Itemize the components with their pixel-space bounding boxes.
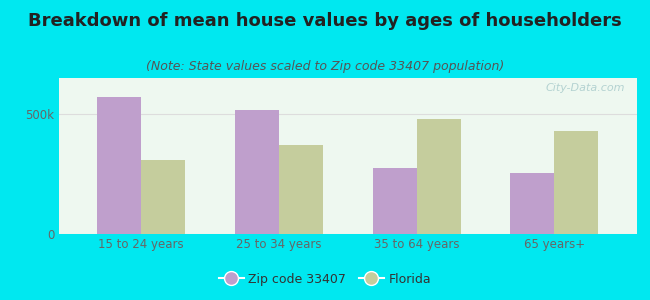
Bar <box>417 119 461 234</box>
Bar <box>279 145 323 234</box>
Bar <box>510 173 554 234</box>
Bar <box>141 160 185 234</box>
Bar <box>372 168 417 234</box>
Text: Breakdown of mean house values by ages of householders: Breakdown of mean house values by ages o… <box>28 12 622 30</box>
Text: (Note: State values scaled to Zip code 33407 population): (Note: State values scaled to Zip code 3… <box>146 60 504 73</box>
Legend: Zip code 33407, Florida: Zip code 33407, Florida <box>213 268 437 291</box>
Bar <box>235 110 279 234</box>
Bar <box>554 131 599 234</box>
Bar <box>97 97 141 234</box>
Text: City-Data.com: City-Data.com <box>546 83 625 93</box>
